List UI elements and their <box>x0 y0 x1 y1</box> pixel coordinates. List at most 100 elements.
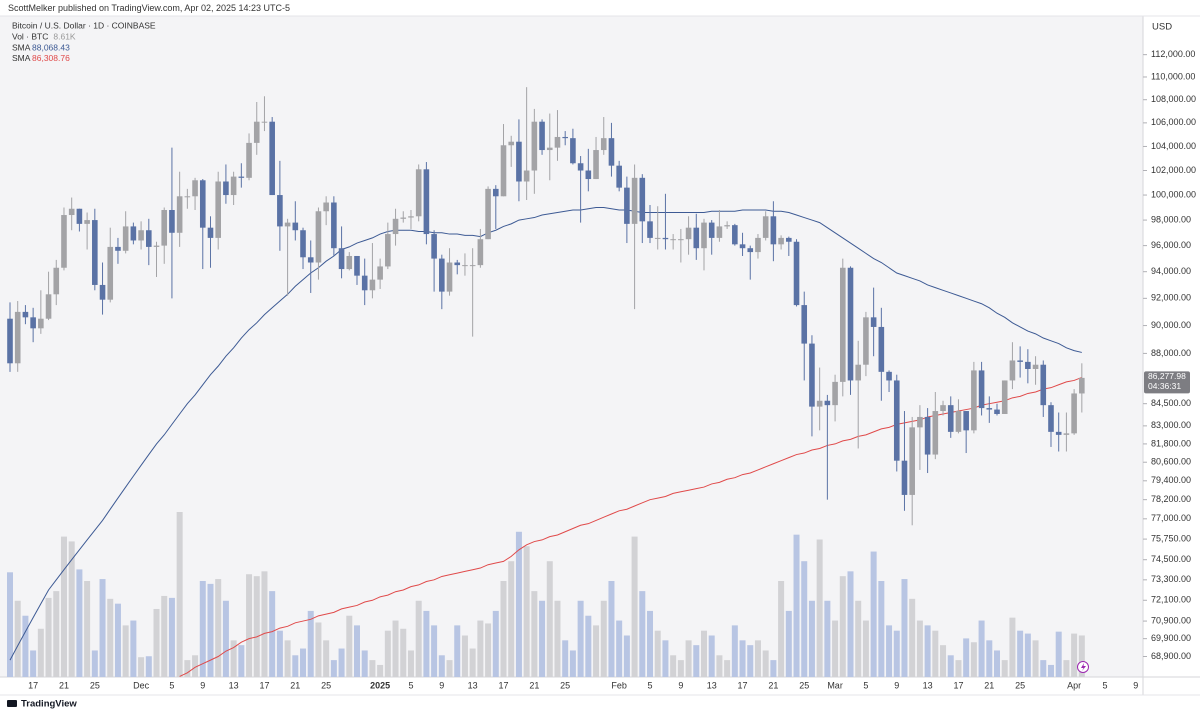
candle-body <box>92 220 98 285</box>
candle-body <box>539 121 545 151</box>
volume-bar <box>677 660 684 677</box>
candle-body <box>115 246 121 251</box>
volume-bar <box>353 625 360 677</box>
candle-body <box>647 221 653 238</box>
candle-body <box>199 180 206 228</box>
candle-body <box>855 364 862 381</box>
candle-body <box>893 380 900 461</box>
volume-bar <box>315 622 322 677</box>
y-tick-label: 96,000.00 <box>1151 240 1191 250</box>
volume-bar <box>284 640 291 677</box>
x-tick-label: 9 <box>439 680 444 690</box>
candle-body <box>277 195 283 227</box>
volume-bar <box>1078 635 1085 677</box>
volume-bar <box>269 591 276 677</box>
candle-body <box>284 222 291 227</box>
volume-bar <box>161 595 168 677</box>
y-tick-label: 94,000.00 <box>1151 266 1191 276</box>
candle-body <box>886 371 892 381</box>
candle-body <box>770 216 777 245</box>
legend-volume-name: Vol · BTC <box>12 31 48 41</box>
legend-sma-value: 86,308.76 <box>32 53 70 63</box>
volume-bar <box>685 640 692 677</box>
candle-body <box>708 222 715 238</box>
candle-body <box>693 227 700 249</box>
candle-body <box>909 427 915 495</box>
candle-body <box>462 265 468 267</box>
x-tick-label: 5 <box>648 680 653 690</box>
volume-bar <box>546 561 553 677</box>
volume-bar <box>330 660 337 677</box>
candle-body <box>454 262 461 266</box>
candle-body <box>30 317 36 329</box>
x-tick-label: 13 <box>707 680 717 690</box>
volume-bar <box>916 620 923 677</box>
volume-bar <box>1055 631 1062 677</box>
volume-bar <box>932 630 939 677</box>
candle-body <box>670 239 676 241</box>
y-tick-label: 102,000.00 <box>1151 165 1196 175</box>
candle-body <box>53 267 60 295</box>
volume-bar <box>446 660 453 677</box>
volume-bar <box>76 569 83 677</box>
candle-body <box>122 226 129 251</box>
volume-bar <box>708 635 715 677</box>
y-tick-label: 80,600.00 <box>1151 457 1191 467</box>
candle-body <box>870 317 877 327</box>
candle-body <box>238 176 245 178</box>
volume-bar <box>477 620 484 677</box>
candle-body <box>207 227 214 238</box>
volume-bar <box>593 625 600 677</box>
volume-bar <box>754 640 761 677</box>
y-tick-label: 98,000.00 <box>1151 214 1191 224</box>
volume-bar <box>122 625 129 677</box>
volume-bar <box>824 600 831 677</box>
x-tick-label: 5 <box>863 680 868 690</box>
plot <box>7 87 1085 677</box>
y-tick-label: 81,800.00 <box>1151 438 1191 448</box>
publisher-header: ScottMelker published on TradingView.com… <box>8 3 290 13</box>
x-tick-label: 13 <box>229 680 239 690</box>
y-tick-label: 74,500.00 <box>1151 554 1191 564</box>
volume-bar <box>631 536 638 677</box>
volume-bar <box>623 635 630 677</box>
candle-body <box>431 234 437 259</box>
x-tick-label: Apr <box>1067 680 1081 690</box>
legend-sma-name: SMA <box>12 53 31 63</box>
volume-bar <box>307 610 314 677</box>
volume-bar <box>84 580 91 677</box>
candle-body <box>947 405 954 432</box>
candle-body <box>331 202 337 249</box>
candle-body <box>755 237 761 253</box>
volume-bar <box>778 580 785 677</box>
candle-body <box>7 318 13 364</box>
x-tick-label: 25 <box>1015 680 1025 690</box>
candle-body <box>932 411 939 455</box>
volume-bar <box>253 576 260 677</box>
candle-body <box>400 217 407 219</box>
candle-body <box>878 326 885 372</box>
candle-body <box>169 210 175 233</box>
volume-bar <box>215 579 222 677</box>
volume-bar <box>816 539 823 677</box>
candle-body <box>678 239 684 241</box>
candle-body <box>839 267 846 382</box>
x-tick-label: 21 <box>529 680 539 690</box>
volume-bar <box>45 597 52 677</box>
volume-bar <box>670 655 677 677</box>
candle-body <box>523 170 530 182</box>
volume-bar <box>724 660 731 677</box>
candle-body <box>99 284 106 300</box>
candle-body <box>901 460 908 495</box>
candle-body <box>76 208 83 224</box>
volume-bar <box>369 660 376 677</box>
x-tick-label: Dec <box>133 680 150 690</box>
volume-bar <box>246 574 253 677</box>
volume-bar <box>801 561 808 677</box>
candle-body <box>608 138 615 166</box>
axes: 112,000.00 110,000.00 108,000.00 106,000.00… <box>28 49 1196 690</box>
y-tick-label: 88,000.00 <box>1151 348 1191 358</box>
volume-bar <box>1032 640 1039 677</box>
y-tick-label: 92,000.00 <box>1151 293 1191 303</box>
candle-body <box>963 411 969 431</box>
